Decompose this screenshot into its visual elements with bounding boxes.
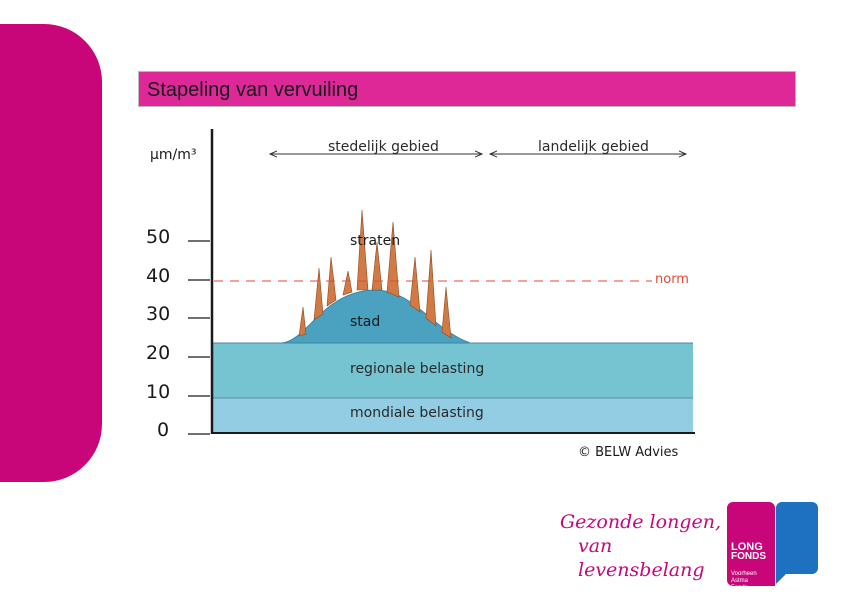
logo-word-1: LONG <box>731 541 763 553</box>
regional-layer <box>212 343 693 398</box>
street-spike <box>342 270 353 296</box>
slogan: Gezonde longen, van levensbelang <box>560 510 730 582</box>
street-spike <box>386 221 400 298</box>
city-label: stad <box>350 314 380 330</box>
regional-label: regionale belasting <box>350 361 484 377</box>
rural-region-label: landelijk gebied <box>538 139 649 155</box>
logo-sub-2: Astma Fonds <box>731 578 749 591</box>
y-tick-label: 50 <box>146 226 170 248</box>
logo-sub-1: Voorheen <box>731 571 757 577</box>
street-spike <box>441 286 452 339</box>
logo-pink-block <box>727 502 775 586</box>
y-tick-label: 40 <box>146 265 170 287</box>
slide-title: Stapeling van vervuiling <box>147 79 359 101</box>
street-spike <box>409 256 421 313</box>
logo-wordmark: LONG FONDS <box>731 542 766 562</box>
logo-bubble-tail <box>776 570 790 584</box>
street-spike <box>313 267 324 321</box>
streets-label: straten <box>350 233 400 249</box>
unit-label: µm/m³ <box>150 147 197 163</box>
y-tick-label: 20 <box>146 342 170 364</box>
global-label: mondiale belasting <box>350 405 484 421</box>
slogan-line-1: Gezonde longen, <box>560 511 721 533</box>
norm-label: norm <box>655 272 689 287</box>
logo-word-2: FONDS <box>731 551 766 562</box>
logo-subtitle: Voorheen Astma Fonds <box>731 571 757 592</box>
slogan-line-2: van levensbelang <box>578 535 705 581</box>
y-tick-label: 30 <box>146 303 170 325</box>
y-tick-label: 0 <box>157 419 169 441</box>
logo-blue-bubble <box>776 502 818 574</box>
side-color-band <box>0 24 102 482</box>
global-layer <box>212 398 693 434</box>
street-spike <box>298 306 307 337</box>
street-spike <box>425 249 437 327</box>
urban-region-label: stedelijk gebied <box>328 139 439 155</box>
street-spike <box>371 241 383 291</box>
copyright-label: © BELW Advies <box>578 445 679 460</box>
street-spike <box>356 209 369 291</box>
title-bar: Stapeling van vervuiling <box>138 71 796 107</box>
y-tick-label: 10 <box>146 381 170 403</box>
